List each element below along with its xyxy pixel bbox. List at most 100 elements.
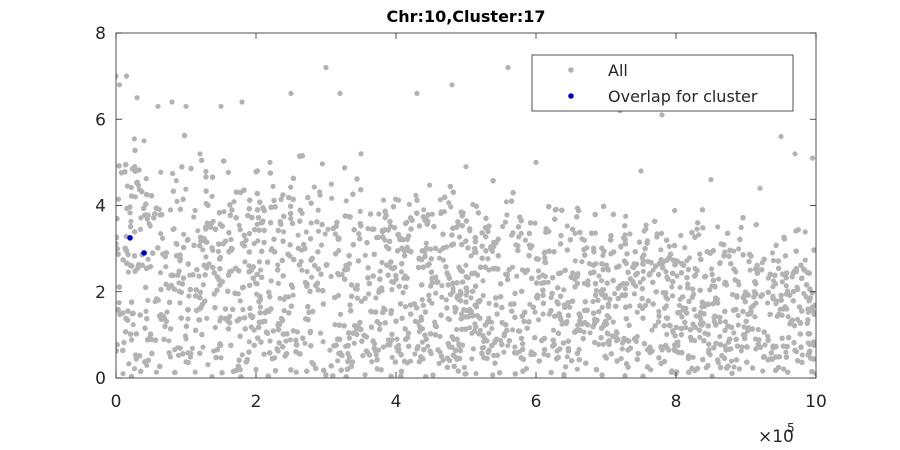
scatter-point-all bbox=[398, 269, 405, 275]
scatter-point-all bbox=[736, 366, 743, 372]
scatter-point-all bbox=[251, 240, 257, 247]
scatter-point-all bbox=[618, 355, 624, 362]
scatter-point-all bbox=[604, 265, 611, 271]
scatter-point-all bbox=[739, 344, 745, 350]
scatter-point-all bbox=[299, 267, 305, 273]
scatter-point-all bbox=[436, 255, 443, 261]
scatter-point-all bbox=[329, 195, 335, 201]
scatter-point-all bbox=[143, 176, 149, 182]
scatter-point-all bbox=[698, 316, 704, 322]
scatter-point-all bbox=[670, 328, 676, 334]
scatter-point-all bbox=[125, 269, 131, 275]
scatter-point-all bbox=[498, 337, 504, 344]
scatter-point-all bbox=[116, 300, 122, 306]
scatter-point-all bbox=[541, 351, 547, 357]
scatter-point-all bbox=[131, 366, 138, 372]
scatter-point-all bbox=[281, 229, 287, 235]
scatter-point-all bbox=[666, 347, 672, 353]
scatter-point-all bbox=[747, 267, 753, 273]
scatter-point-all bbox=[283, 338, 289, 344]
scatter-point-all bbox=[175, 352, 182, 358]
scatter-point-all bbox=[163, 264, 169, 270]
scatter-point-all bbox=[624, 281, 630, 287]
scatter-point-all bbox=[158, 169, 164, 175]
scatter-point-all bbox=[802, 229, 808, 235]
scatter-point-all bbox=[669, 284, 675, 290]
scatter-point-all bbox=[542, 249, 548, 255]
scatter-point-all bbox=[581, 329, 587, 335]
scatter-point-all bbox=[203, 254, 209, 260]
series-all-points bbox=[116, 64, 816, 378]
scatter-point-all bbox=[421, 207, 427, 213]
scatter-point-all bbox=[480, 292, 486, 299]
scatter-point-all bbox=[116, 196, 122, 202]
scatter-point-all bbox=[268, 278, 274, 284]
scatter-point-all bbox=[206, 261, 212, 267]
scatter-point-all bbox=[315, 228, 322, 234]
scatter-point-all bbox=[650, 267, 656, 273]
scatter-point-all bbox=[586, 261, 593, 267]
scatter-point-all bbox=[764, 300, 771, 306]
scatter-point-all bbox=[448, 204, 454, 210]
scatter-point-all bbox=[209, 373, 215, 378]
scatter-point-all bbox=[619, 346, 625, 352]
scatter-point-all bbox=[579, 259, 585, 265]
scatter-point-all bbox=[779, 279, 785, 285]
scatter-point-all bbox=[680, 307, 686, 313]
scatter-point-all bbox=[658, 247, 664, 253]
scatter-point-all bbox=[684, 258, 690, 264]
scatter-point-all bbox=[143, 308, 149, 314]
scatter-point-all bbox=[288, 184, 294, 190]
scatter-point-all bbox=[275, 262, 281, 268]
scatter-point-all bbox=[227, 313, 233, 319]
scatter-point-all bbox=[143, 265, 149, 271]
scatter-point-all bbox=[278, 196, 284, 202]
scatter-point-all bbox=[425, 343, 431, 349]
scatter-point-all bbox=[623, 213, 629, 219]
scatter-point-all bbox=[183, 336, 189, 342]
scatter-point-all bbox=[311, 184, 317, 190]
scatter-point-all bbox=[649, 327, 655, 333]
scatter-point-all bbox=[735, 322, 741, 328]
scatter-point-all bbox=[192, 207, 198, 214]
scatter-point-all bbox=[157, 270, 164, 276]
scatter-point-all bbox=[186, 293, 192, 299]
scatter-point-all bbox=[715, 300, 721, 306]
scatter-point-all bbox=[315, 207, 321, 213]
scatter-point-all bbox=[486, 330, 492, 336]
scatter-point-all bbox=[164, 309, 170, 315]
scatter-point-all bbox=[205, 362, 211, 368]
scatter-point-all bbox=[532, 220, 538, 226]
scatter-point-all bbox=[643, 222, 649, 228]
scatter-point-all bbox=[121, 339, 127, 346]
scatter-point-all bbox=[552, 207, 558, 213]
scatter-point-all bbox=[748, 305, 754, 311]
scatter-point-all bbox=[277, 295, 283, 301]
scatter-point-all bbox=[402, 304, 409, 310]
scatter-point-all bbox=[212, 324, 218, 331]
scatter-point-all bbox=[637, 279, 643, 285]
scatter-point-all bbox=[394, 336, 400, 342]
scatter-point-all bbox=[426, 297, 432, 303]
scatter-point-all bbox=[427, 182, 433, 188]
scatter-point-all bbox=[427, 246, 434, 252]
scatter-point-all bbox=[683, 324, 689, 331]
scatter-point-all bbox=[468, 295, 474, 301]
scatter-point-all bbox=[438, 210, 444, 217]
scatter-point-all bbox=[189, 345, 195, 351]
scatter-point-all bbox=[417, 323, 423, 330]
scatter-point-all bbox=[663, 294, 669, 300]
scatter-point-all bbox=[731, 364, 737, 370]
scatter-point-all bbox=[450, 285, 456, 292]
scatter-point-all bbox=[694, 226, 700, 232]
scatter-point-all bbox=[287, 337, 293, 343]
scatter-point-all bbox=[210, 218, 216, 224]
scatter-point-all bbox=[181, 231, 187, 237]
scatter-point-all bbox=[303, 229, 309, 235]
scatter-point-all bbox=[362, 372, 368, 378]
scatter-point-all bbox=[322, 231, 328, 237]
scatter-point-all bbox=[676, 302, 682, 308]
scatter-point-all bbox=[640, 276, 647, 282]
scatter-point-all bbox=[663, 269, 669, 275]
scatter-point-all bbox=[357, 208, 363, 214]
